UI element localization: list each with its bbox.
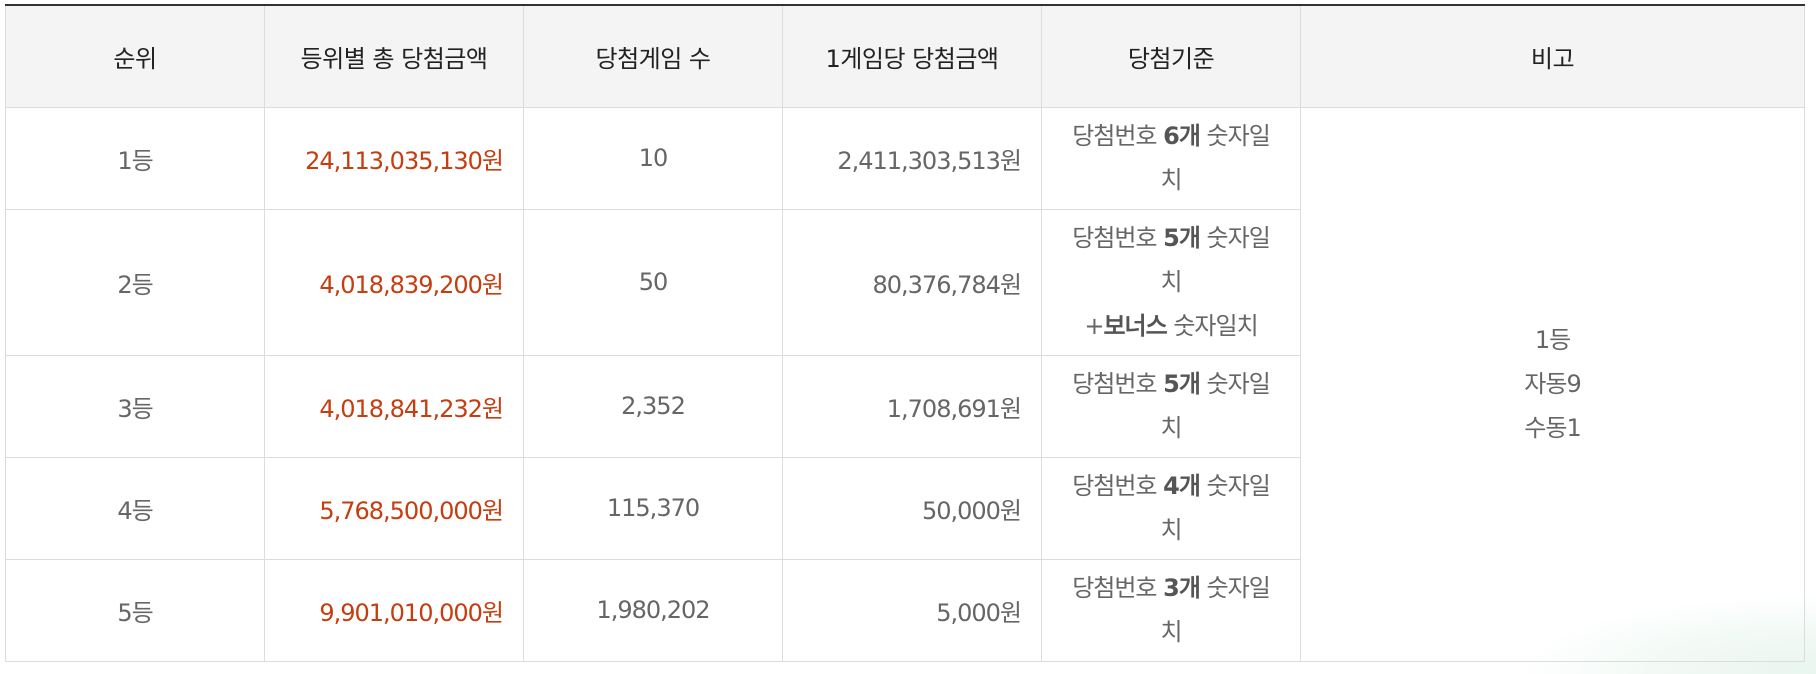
criteria-text: 숫자일치 <box>1166 312 1258 340</box>
criteria-cell: 당첨번호 6개 숫자일치 <box>1041 106 1301 210</box>
winning-games-cell: 1,980,202 <box>523 558 783 662</box>
criteria-cell: 당첨번호 5개 숫자일치 <box>1041 354 1301 458</box>
criteria-text: 당첨번호 <box>1072 472 1164 500</box>
header-note: 비고 <box>1300 4 1805 108</box>
total-prize-cell: 5,768,500,000원 <box>264 456 524 560</box>
winning-games-cell: 50 <box>523 208 783 356</box>
criteria-count: 3개 <box>1163 574 1201 602</box>
criteria-count: 5개 <box>1163 370 1201 398</box>
winning-games-cell: 10 <box>523 106 783 210</box>
note-cell: 1등 자동9 수동1 <box>1300 106 1805 662</box>
header-criteria: 당첨기준 <box>1041 4 1301 108</box>
total-prize-cell: 24,113,035,130원 <box>264 106 524 210</box>
total-prize-cell: 4,018,839,200원 <box>264 208 524 356</box>
note-line: 수동1 <box>1524 414 1581 442</box>
prize-per-game-cell: 5,000원 <box>782 558 1042 662</box>
header-prize-per-game: 1게임당 당첨금액 <box>782 4 1042 108</box>
header-winning-games: 당첨게임 수 <box>523 4 783 108</box>
criteria-text: 당첨번호 <box>1072 122 1164 150</box>
rank-cell: 3등 <box>5 354 265 458</box>
table-row: 5등 9,901,010,000원 1,980,202 5,000원 당첨번호 … <box>5 558 1805 662</box>
criteria-count: 4개 <box>1163 472 1201 500</box>
criteria-line: +보너스 숫자일치 <box>1062 304 1280 348</box>
criteria-text: 숫자일치 <box>1160 574 1270 646</box>
prize-per-game-cell: 2,411,303,513원 <box>782 106 1042 210</box>
note-line: 자동9 <box>1524 370 1581 398</box>
prize-per-game-cell: 1,708,691원 <box>782 354 1042 458</box>
prize-per-game-cell: 50,000원 <box>782 456 1042 560</box>
winning-games-cell: 2,352 <box>523 354 783 458</box>
criteria-text: 당첨번호 <box>1072 224 1164 252</box>
rank-cell: 4등 <box>5 456 265 560</box>
criteria-text: + <box>1084 312 1104 340</box>
total-prize-cell: 4,018,841,232원 <box>264 354 524 458</box>
criteria-text: 당첨번호 <box>1072 574 1164 602</box>
criteria-text: 숫자일치 <box>1160 122 1270 194</box>
criteria-cell: 당첨번호 5개 숫자일치 +보너스 숫자일치 <box>1041 208 1301 356</box>
prize-per-game-cell: 80,376,784원 <box>782 208 1042 356</box>
table-row: 1등 24,113,035,130원 10 2,411,303,513원 당첨번… <box>5 106 1805 662</box>
header-rank: 순위 <box>5 4 265 108</box>
table-header-row: 순위 등위별 총 당첨금액 당첨게임 수 1게임당 당첨금액 당첨기준 비고 <box>5 4 1805 108</box>
rank-cell: 1등 <box>5 106 265 210</box>
table-row: 3등 4,018,841,232원 2,352 1,708,691원 당첨번호 … <box>5 354 1805 458</box>
criteria-text: 당첨번호 <box>1072 370 1164 398</box>
criteria-count: 6개 <box>1163 122 1201 150</box>
criteria-text: 숫자일치 <box>1160 472 1270 544</box>
total-prize-cell: 9,901,010,000원 <box>264 558 524 662</box>
prize-table: 순위 등위별 총 당첨금액 당첨게임 수 1게임당 당첨금액 당첨기준 비고 1… <box>5 4 1805 662</box>
rank-cell: 5등 <box>5 558 265 662</box>
criteria-cell: 당첨번호 3개 숫자일치 <box>1041 558 1301 662</box>
criteria-cell: 당첨번호 4개 숫자일치 <box>1041 456 1301 560</box>
winning-games-cell: 115,370 <box>523 456 783 560</box>
criteria-count: 5개 <box>1163 224 1201 252</box>
criteria-text: 숫자일치 <box>1160 224 1270 296</box>
note-line: 1등 <box>1534 326 1571 354</box>
criteria-bonus: 보너스 <box>1103 312 1167 340</box>
criteria-line: 당첨번호 5개 숫자일치 <box>1062 216 1280 304</box>
header-total-prize: 등위별 총 당첨금액 <box>264 4 524 108</box>
criteria-text: 숫자일치 <box>1160 370 1270 442</box>
table-row: 2등 4,018,839,200원 50 80,376,784원 당첨번호 5개… <box>5 208 1805 356</box>
rank-cell: 2등 <box>5 208 265 356</box>
